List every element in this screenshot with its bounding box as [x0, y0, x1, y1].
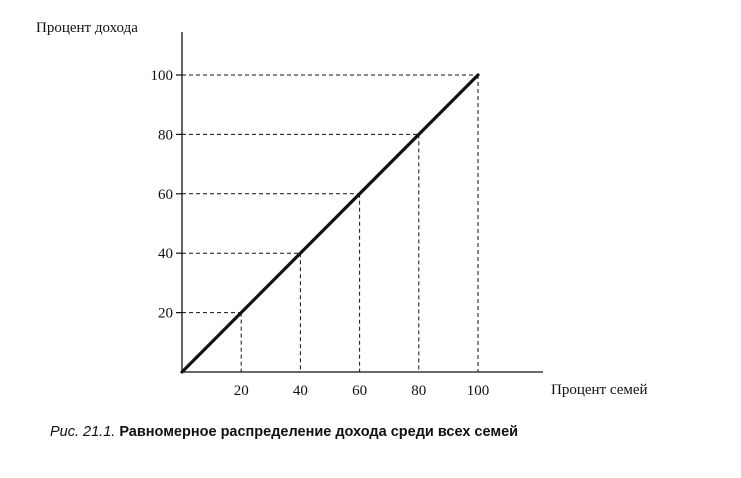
x-tick-label: 60: [352, 383, 367, 399]
x-tick-label: 100: [467, 383, 490, 399]
y-tick-label: 80: [158, 127, 173, 143]
equality-line: [180, 73, 480, 374]
guide-lines: [182, 74, 479, 372]
x-tick-label: 80: [411, 383, 426, 399]
caption-text: Равномерное распределение дохода среди в…: [119, 424, 519, 440]
tick-marks: [176, 74, 182, 314]
series-layer: [180, 73, 480, 374]
x-tick-label: 40: [293, 383, 308, 399]
y-tick-label: 20: [158, 306, 173, 322]
y-tick-label: 40: [158, 246, 173, 262]
figure-caption: Рис. 21.1. Равномерное распределение дох…: [50, 424, 518, 440]
caption-prefix: Рис. 21.1.: [50, 424, 116, 440]
x-axis-title: Процент семей: [551, 382, 648, 398]
x-tick-label: 20: [234, 383, 249, 399]
y-tick-label: 100: [151, 68, 174, 84]
y-tick-label: 60: [158, 187, 173, 203]
y-axis-title: Процент дохода: [36, 20, 138, 36]
tick-labels: 20 40 60 80 100 20 40 60 80 100: [151, 68, 490, 399]
